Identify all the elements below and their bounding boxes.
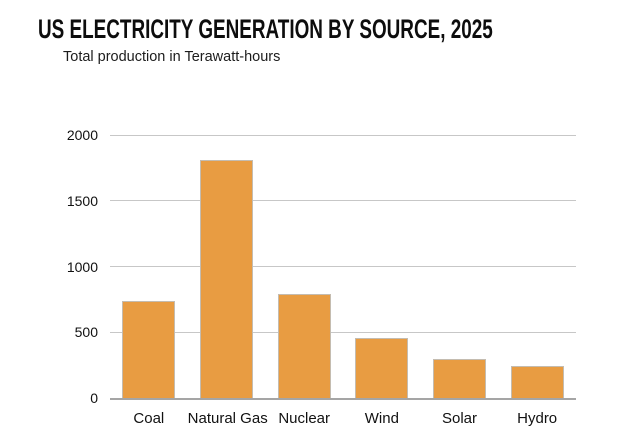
xtick-label-nuclear: Nuclear xyxy=(278,410,330,427)
xtick-label-hydro: Hydro xyxy=(517,410,558,427)
gridline-1500 xyxy=(110,200,576,202)
gridline-2000 xyxy=(110,134,576,136)
ytick-label-0: 0 xyxy=(90,390,98,406)
chart-subtitle: Total production in Terawatt-hours xyxy=(63,49,281,65)
bar-hydro xyxy=(510,366,564,398)
ytick-label-2000: 2000 xyxy=(66,127,98,143)
gridline-500 xyxy=(110,331,576,333)
xtick-label-natural-gas: Natural Gas xyxy=(187,410,268,427)
bar-coal xyxy=(122,300,176,398)
gridline-1000 xyxy=(110,266,576,267)
chart-title: US ELECTRICITY GENERATION BY SOURCE, 202… xyxy=(38,14,493,44)
bar-nuclear xyxy=(277,294,331,398)
xtick-label-coal: Coal xyxy=(133,410,165,427)
bar-wind xyxy=(355,338,409,398)
ytick-label-500: 500 xyxy=(74,324,98,341)
ytick-label-1500: 1500 xyxy=(66,192,98,209)
bar-natural-gas xyxy=(200,160,253,398)
xtick-label-solar: Solar xyxy=(441,410,477,427)
ytick-label-1000: 1000 xyxy=(66,258,98,275)
xtick-label-wind: Wind xyxy=(364,410,399,427)
plot-area: 0 500 1000 1500 2000 Coal Natural Gas Nuclear Wi… xyxy=(67,127,576,427)
bar-solar xyxy=(433,358,486,398)
